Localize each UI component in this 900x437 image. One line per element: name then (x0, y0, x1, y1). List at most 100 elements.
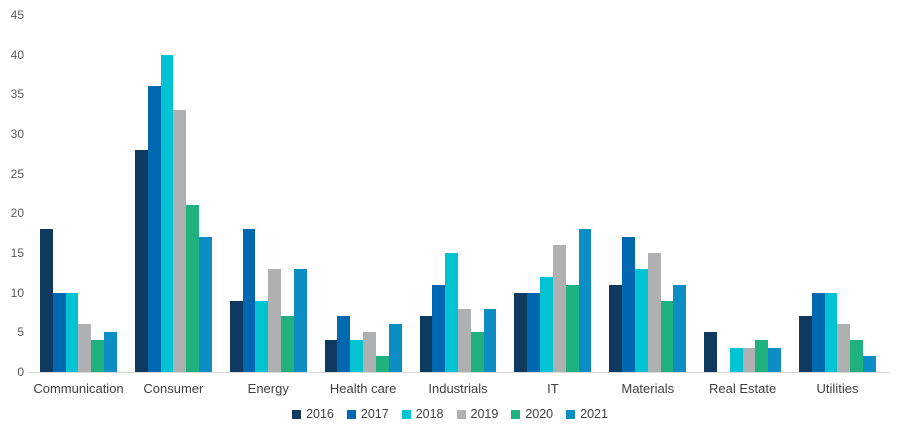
bar-materials-2021 (673, 284, 687, 372)
bar-materials-2016 (609, 284, 623, 372)
bar-communication-2017 (52, 292, 66, 372)
bar-consumer-2016 (134, 149, 148, 372)
legend-swatch-icon-2016 (292, 409, 302, 419)
bar-industrials-2021 (483, 308, 497, 372)
bar-health-care-2016 (324, 340, 338, 372)
legend-label-2020: 2020 (525, 407, 554, 421)
category-label-communication: Communication (33, 381, 124, 396)
bar-group-energy: Energy (229, 15, 307, 396)
bar-it-2017 (527, 292, 541, 372)
bar-materials-2018 (634, 268, 648, 372)
bar-energy-2017 (242, 229, 256, 372)
bar-group-it: IT (514, 15, 592, 396)
bar-it-2019 (552, 245, 566, 372)
plot-area: Communication Consumer Energy Health care In… (33, 15, 876, 396)
bar-communication-2021 (104, 332, 117, 372)
bar-communication-2018 (65, 292, 79, 372)
x-axis-line (28, 372, 890, 373)
bar-health-care-2018 (350, 340, 364, 372)
bar-communication-2016 (40, 229, 53, 372)
bar-energy-2016 (229, 300, 243, 372)
category-label-real-estate: Real Estate (709, 381, 777, 396)
bar-it-2020 (565, 284, 579, 372)
bar-industrials-2016 (419, 316, 433, 372)
category-label-health-care: Health care (329, 381, 397, 396)
bar-group-health-care: Health care (324, 15, 402, 396)
bar-real-estate-2021 (768, 348, 782, 372)
bar-health-care-2020 (375, 356, 389, 372)
bar-industrials-2017 (432, 284, 446, 372)
legend-label-2018: 2018 (415, 407, 444, 421)
bar-it-2018 (540, 276, 553, 372)
bar-energy-2021 (293, 268, 307, 372)
bar-energy-2019 (268, 268, 282, 372)
legend-label-2019: 2019 (470, 407, 499, 421)
legend-item-2016: 2016 (292, 407, 334, 421)
legend-label-2017: 2017 (360, 407, 389, 421)
legend-item-2019: 2019 (456, 407, 499, 421)
bar-group-utilities: Utilities (799, 15, 876, 396)
bar-real-estate-2016 (704, 332, 717, 372)
bar-materials-2017 (622, 237, 635, 372)
legend-swatch-icon-2019 (456, 409, 466, 419)
bar-industrials-2019 (457, 308, 471, 372)
y-tick-label-5: 5 (17, 325, 24, 340)
y-tick-label-25: 25 (10, 166, 24, 181)
legend-item-2017: 2017 (346, 407, 389, 421)
bar-utilities-2017 (811, 292, 825, 372)
bar-real-estate-2020 (755, 340, 769, 372)
legend-swatch-icon-2021 (566, 409, 576, 419)
category-label-it: IT (547, 381, 559, 396)
bar-health-care-2017 (337, 316, 351, 372)
bar-communication-2020 (91, 340, 105, 372)
bar-real-estate-2019 (742, 348, 756, 372)
category-label-consumer: Consumer (143, 381, 204, 396)
legend-swatch-icon-2017 (346, 409, 356, 419)
bar-energy-2018 (255, 300, 269, 372)
bar-consumer-2018 (160, 54, 174, 372)
y-tick-label-35: 35 (10, 87, 24, 102)
bar-consumer-2020 (186, 205, 200, 372)
bar-consumer-2021 (199, 237, 212, 372)
bar-group-materials: Materials (609, 15, 687, 396)
bar-real-estate-2018 (729, 348, 743, 372)
y-tick-label-15: 15 (10, 246, 24, 260)
legend-swatch-icon-2020 (511, 409, 521, 419)
category-label-industrials: Industrials (428, 381, 488, 396)
legend-item-2020: 2020 (511, 407, 553, 421)
y-tick-label-40: 40 (10, 47, 24, 62)
y-tick-label-30: 30 (10, 127, 24, 141)
legend-item-2021: 2021 (566, 407, 608, 421)
bar-group-consumer: Consumer (134, 15, 212, 396)
category-label-utilities: Utilities (816, 381, 859, 396)
bar-health-care-2019 (363, 332, 376, 372)
legend-item-2018: 2018 (401, 407, 444, 421)
bar-it-2016 (514, 292, 528, 372)
bar-health-care-2021 (388, 324, 402, 372)
bar-group-industrials: Industrials (419, 15, 497, 396)
category-label-energy: Energy (247, 381, 289, 396)
bar-industrials-2018 (445, 253, 458, 372)
legend: 2016 2017 2018 2019 2020 2021 (0, 407, 900, 421)
legend-label-2021: 2021 (580, 407, 608, 421)
y-tick-label-10: 10 (10, 285, 24, 300)
bar-group-communication: Communication (33, 15, 124, 396)
y-tick-label-0: 0 (17, 365, 24, 379)
bar-consumer-2017 (147, 86, 161, 372)
y-tick-label-20: 20 (10, 206, 24, 221)
bar-utilities-2020 (850, 340, 864, 372)
legend-swatch-icon-2018 (401, 409, 411, 419)
bar-it-2021 (578, 229, 592, 372)
bar-group-real-estate: Real Estate (704, 15, 782, 396)
bar-consumer-2019 (173, 110, 187, 372)
bar-utilities-2016 (799, 316, 812, 372)
bar-energy-2020 (281, 316, 294, 372)
category-label-materials: Materials (621, 381, 675, 396)
bar-communication-2019 (78, 324, 92, 372)
bar-utilities-2019 (837, 324, 851, 372)
bar-utilities-2018 (824, 292, 838, 372)
bar-materials-2020 (660, 300, 674, 372)
bar-materials-2019 (647, 253, 661, 372)
legend-label-2016: 2016 (306, 407, 334, 421)
